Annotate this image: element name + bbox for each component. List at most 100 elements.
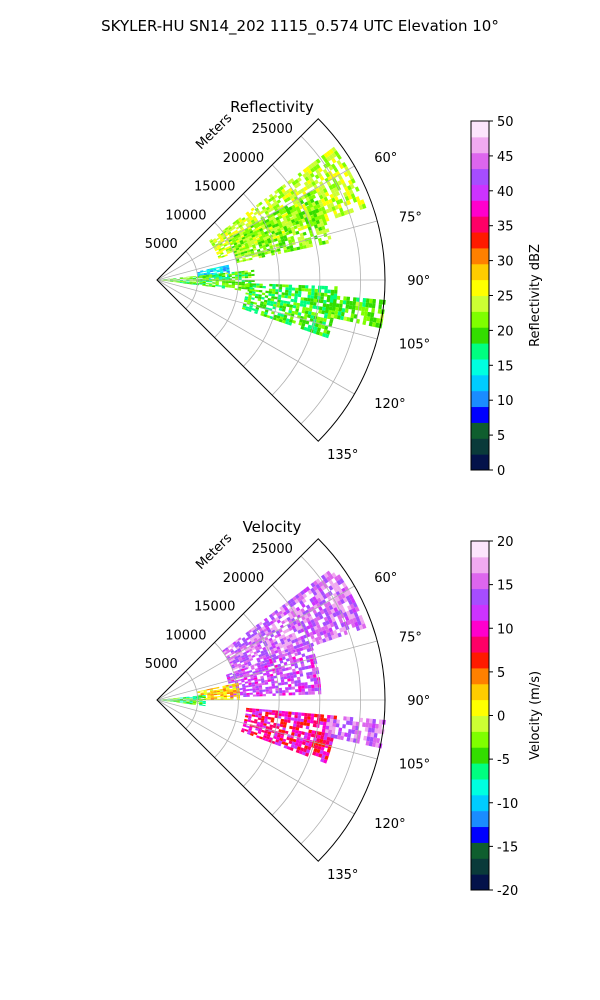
echo-cell [319,175,325,181]
echo-cell [292,692,296,696]
echo-cell [170,281,174,282]
echo-cell [173,700,177,701]
echo-cell [242,238,247,242]
echo-cell [286,736,291,741]
echo-cell [266,315,271,319]
echo-cell [222,275,226,278]
echo-cell [331,726,336,731]
echo-cell [313,326,318,331]
echo-cell [210,270,214,273]
echo-cell [270,300,274,304]
echo-cell [241,663,245,667]
echo-cell [279,305,283,309]
echo-cell [261,680,265,684]
echo-cell [241,683,246,687]
echo-cell [272,644,277,649]
echo-cell [262,737,267,741]
echo-cell [308,729,313,734]
echo-cell [367,727,372,733]
echo-cell [267,208,272,213]
echo-cell [221,286,225,289]
echo-cell [255,289,260,293]
echo-cell [247,646,252,651]
echo-cell [300,297,305,301]
echo-cell [320,184,326,190]
colorbar-segment [471,152,489,170]
echo-cell [241,285,245,288]
echo-cell [295,230,300,235]
echo-cell [208,284,213,286]
echo-cell [246,692,250,695]
colorbar-tick-label: 25 [497,290,514,305]
echo-cell [246,238,251,243]
echo-cell [245,237,250,241]
echo-cell [255,710,259,714]
echo-cell [322,621,327,627]
echo-cell [278,628,283,633]
echo-cell [213,692,217,694]
echo-cell [236,241,241,245]
echo-cell [365,740,370,746]
echo-cell [291,617,296,623]
echo-cell [253,238,257,242]
echo-cell [176,280,180,282]
echo-cell [331,306,336,311]
echo-cell [312,189,318,195]
echo-cell [301,603,306,608]
echo-cell [288,640,293,645]
echo-cell [320,585,326,591]
echo-cell [317,324,322,329]
echo-cell [242,257,246,260]
echo-cell [241,243,245,247]
echo-cell [254,668,259,671]
echo-cell [293,302,297,306]
echo-cell [186,280,190,282]
echo-cell [347,179,353,186]
echo-cell [302,241,306,246]
echo-cell [349,618,355,624]
echo-cell [352,297,357,302]
echo-cell [228,681,232,684]
echo-cell [246,283,250,286]
echo-cell [200,690,204,692]
echo-cell [275,630,280,635]
echo-cell [352,197,358,203]
echo-cell [328,579,334,586]
echo-cell [262,646,267,651]
echo-cell [288,290,292,294]
echo-cell [325,200,330,206]
echo-cell [275,739,280,743]
echo-cell [288,206,293,211]
echo-cell [329,202,335,208]
echo-cell [189,700,193,702]
echo-cell [271,215,276,220]
echo-cell [348,174,354,180]
echo-cell [254,633,259,638]
echo-cell [259,724,264,728]
echo-cell [285,284,289,288]
echo-cell [281,710,286,714]
echo-cell [331,634,336,640]
echo-cell [209,276,213,278]
echo-cell [205,276,210,278]
echo-cell [297,733,302,738]
echo-cell [299,303,304,307]
echo-cell [232,659,236,663]
echo-cell [248,684,253,688]
echo-cell [295,626,301,631]
echo-cell [238,276,242,279]
echo-cell [307,746,312,751]
echo-cell [260,210,265,214]
echo-cell [277,239,282,244]
echo-cell [296,724,300,728]
echo-cell [254,681,259,685]
echo-cell [271,622,276,628]
echo-cell [270,298,275,302]
echo-cell [298,212,303,217]
echo-cell [244,244,249,248]
colorbar-segment [471,667,489,685]
echo-cell [271,311,275,315]
echo-cell [287,227,292,232]
echo-cell [320,222,325,227]
echo-cell [245,637,250,641]
